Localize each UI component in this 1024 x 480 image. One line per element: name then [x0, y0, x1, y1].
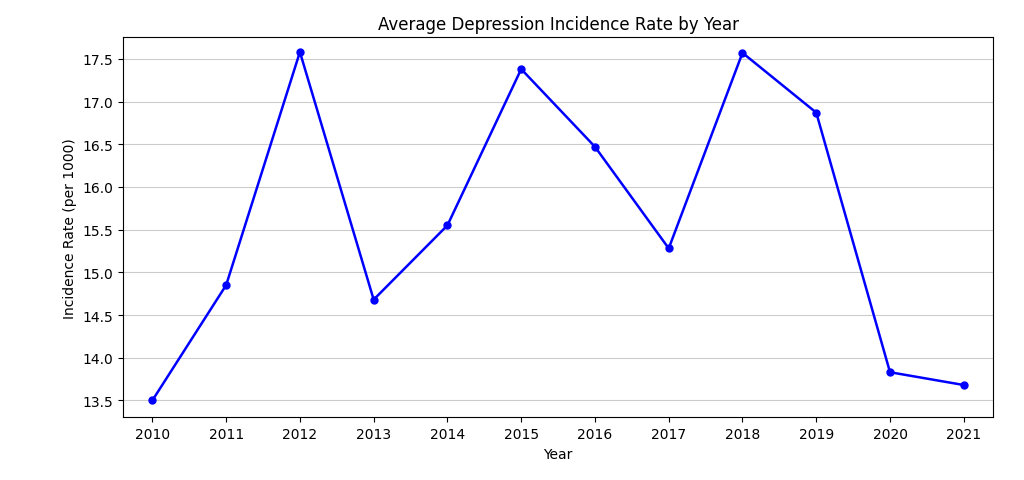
Y-axis label: Incidence Rate (per 1000): Incidence Rate (per 1000) — [62, 138, 77, 318]
X-axis label: Year: Year — [544, 447, 572, 461]
Title: Average Depression Incidence Rate by Year: Average Depression Incidence Rate by Yea… — [378, 16, 738, 34]
